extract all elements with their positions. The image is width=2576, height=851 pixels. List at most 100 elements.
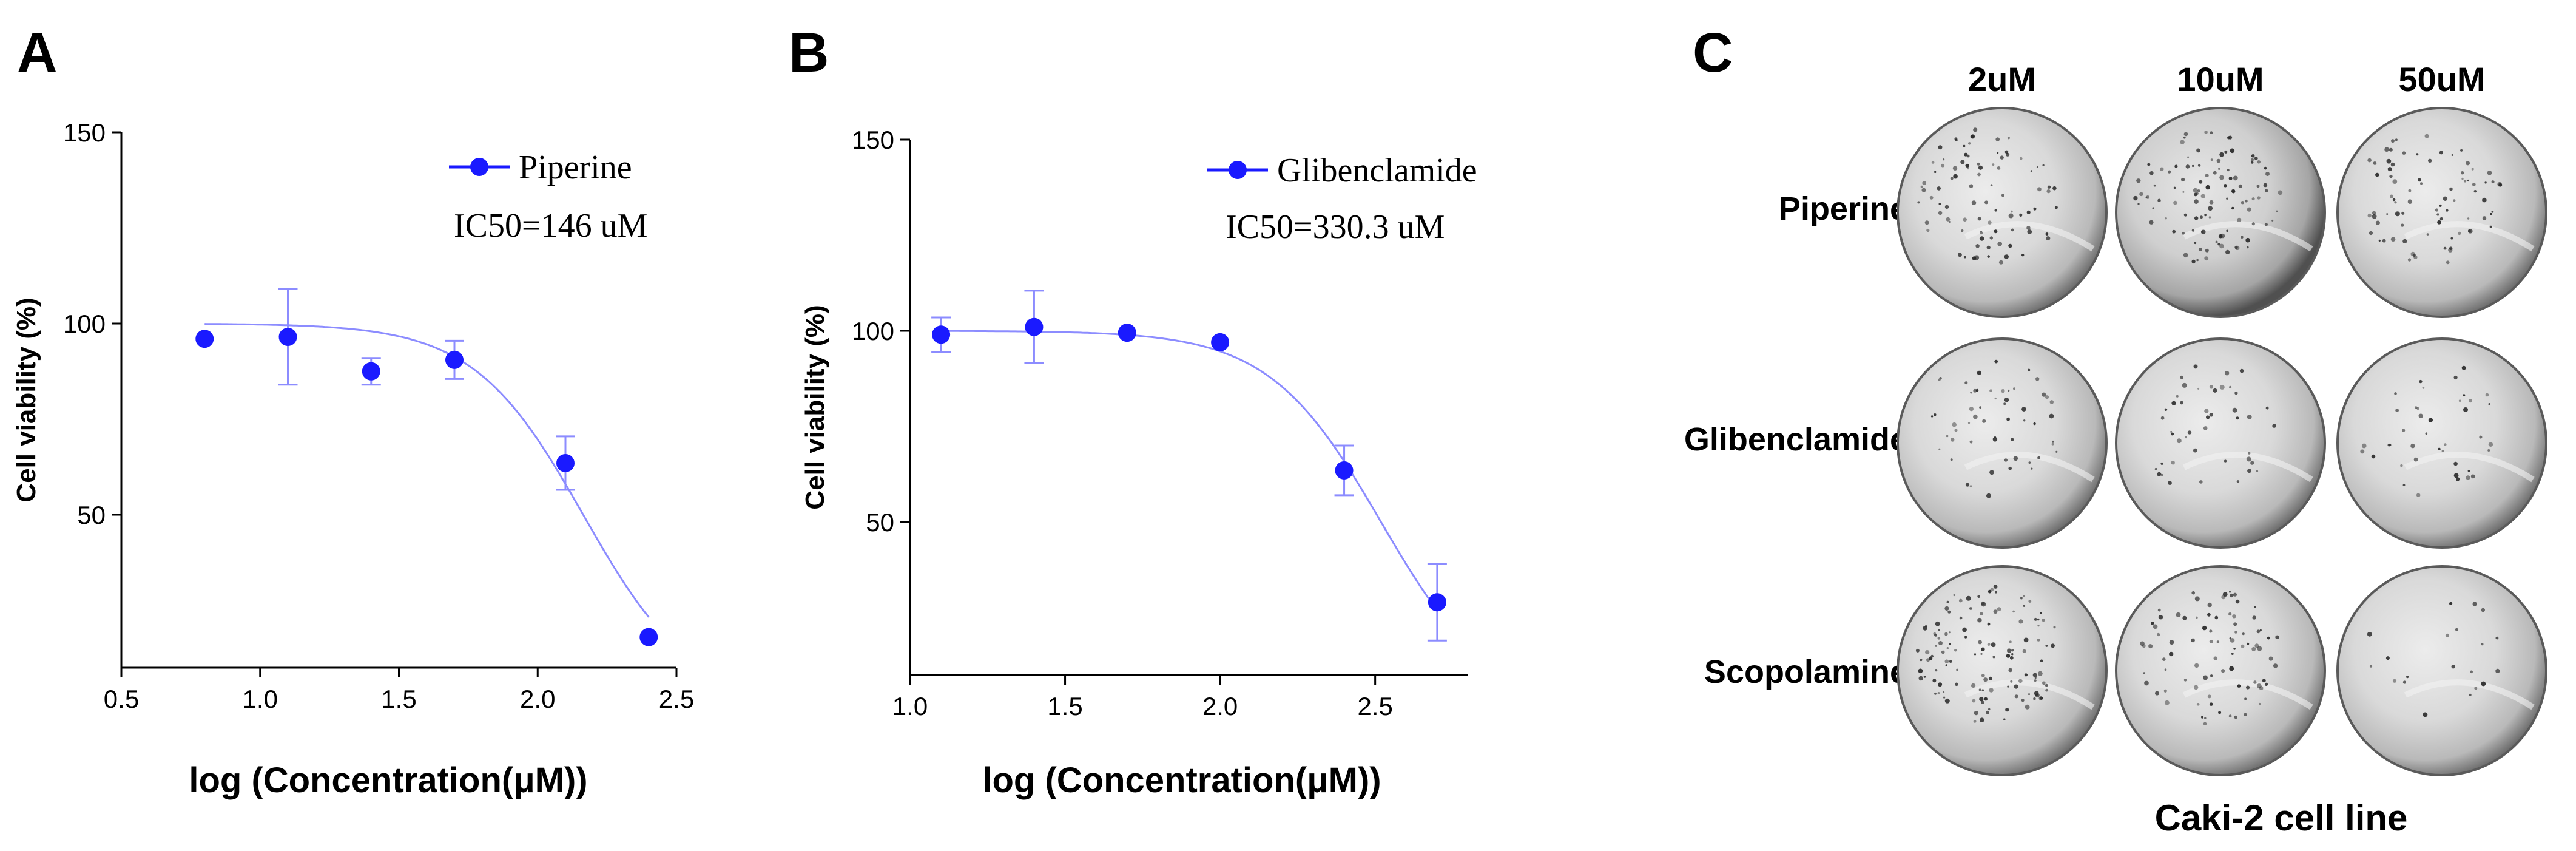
colony-dot [1949, 660, 1952, 663]
colony-dot [2037, 618, 2040, 621]
colony-dot [1944, 205, 1949, 209]
colony-dot [2386, 158, 2392, 164]
colony-dot [2439, 204, 2442, 207]
colony-dot [1937, 692, 1940, 694]
colony-dot [2251, 222, 2255, 226]
colony-dot [2423, 712, 2428, 717]
colony-dot [2136, 178, 2141, 183]
colony-dot [2419, 379, 2423, 384]
data-point [1118, 324, 1136, 342]
colony-dot [2216, 640, 2220, 643]
colony-dot [2031, 467, 2033, 470]
colony-dot [2392, 198, 2396, 202]
colony-dot [2169, 640, 2174, 645]
colony-dot [2209, 413, 2214, 417]
colony-dot [2196, 616, 2198, 619]
colony-dot [1978, 165, 1983, 170]
colony-dot [2176, 438, 2182, 444]
colony-dot [2164, 668, 2167, 671]
colony-dot [2209, 639, 2213, 643]
colony-dot [2231, 653, 2234, 655]
colony-dot [2384, 147, 2389, 152]
colony-dot [2235, 599, 2240, 604]
colony-dot [2160, 473, 2163, 476]
colony-dot [2171, 461, 2175, 465]
colony-dot [2026, 210, 2031, 214]
panel-letter-a: A [17, 22, 57, 84]
colony-dot [2360, 449, 2365, 454]
colony-dot [2000, 155, 2004, 160]
colony-dot [2418, 413, 2423, 418]
well-reflection [2182, 221, 2313, 252]
colony-dot [2402, 239, 2407, 243]
colony-dot [2453, 473, 2459, 478]
colony-dot [1993, 609, 1998, 614]
colony-dot [2372, 214, 2377, 219]
colony-dot [2265, 189, 2268, 192]
colony-dot [2191, 638, 2195, 643]
colony-dot [2233, 648, 2236, 650]
colony-dot [2443, 246, 2447, 250]
colony-dot [1977, 370, 1981, 375]
colony-dot [2402, 429, 2406, 432]
colony-dot [2196, 259, 2199, 262]
colony-dot [2461, 365, 2466, 370]
colony-dot [1937, 186, 1941, 191]
colony-dot [1958, 253, 1962, 257]
colony-dot [2438, 447, 2441, 450]
colony-dot [2221, 669, 2225, 673]
colony-dot [2234, 631, 2237, 634]
colony-dot [2273, 663, 2278, 668]
colony-dot [2182, 382, 2187, 388]
colony-dot [1944, 659, 1949, 663]
colony-dot [2196, 192, 2199, 195]
colony-dot [2256, 683, 2262, 688]
colony-dot [2367, 632, 2372, 637]
colony-dot [1964, 381, 1968, 385]
colony-well [2115, 337, 2326, 549]
colony-dot [2174, 164, 2178, 168]
y-tick-label: 100 [852, 317, 894, 345]
colony-dot [2163, 689, 2167, 693]
ic50-annotation: IC50=146 uM [454, 207, 647, 245]
colony-dot [2183, 679, 2187, 682]
colony-dot [1951, 438, 1955, 442]
colony-dot [1978, 640, 1983, 645]
colony-dot [2011, 438, 2014, 441]
legend-label: Piperine [519, 149, 632, 186]
colony-dot [2458, 399, 2461, 402]
colony-dot [2375, 220, 2380, 225]
colony-dot [2361, 443, 2367, 449]
colony-dot [2201, 229, 2206, 235]
colony-dot [2241, 201, 2244, 205]
colony-dot [1974, 653, 1977, 656]
data-point [1428, 593, 1446, 612]
colony-dot [2181, 177, 2185, 182]
colony-dot [2371, 454, 2376, 459]
colony-dot [1930, 654, 1934, 658]
colony-dot [2468, 399, 2472, 403]
colony-dot [1924, 220, 1929, 225]
colony-dot [1922, 181, 1926, 185]
colony-dot [2391, 139, 2395, 143]
colony-dot [2402, 151, 2406, 155]
colony-dot [2193, 448, 2197, 453]
well-grid [1897, 107, 2547, 776]
colony-dot [1934, 413, 1937, 416]
colony-dot [1944, 698, 1950, 704]
colony-dot [2237, 217, 2242, 222]
colony-dot [2004, 458, 2008, 462]
colony-dot [1981, 674, 1985, 677]
colony-dot [2256, 185, 2260, 188]
colony-dot [2268, 656, 2273, 661]
colony-dot [2481, 643, 2484, 646]
colony-well [1897, 107, 2108, 318]
y-tick-label: 50 [866, 508, 894, 537]
colony-dot [2264, 166, 2267, 170]
colony-dot [2028, 600, 2032, 603]
colony-dot [2152, 207, 2154, 209]
colony-dot [2165, 700, 2170, 705]
well-plate [2336, 565, 2547, 776]
colony-dot [1948, 631, 1951, 634]
